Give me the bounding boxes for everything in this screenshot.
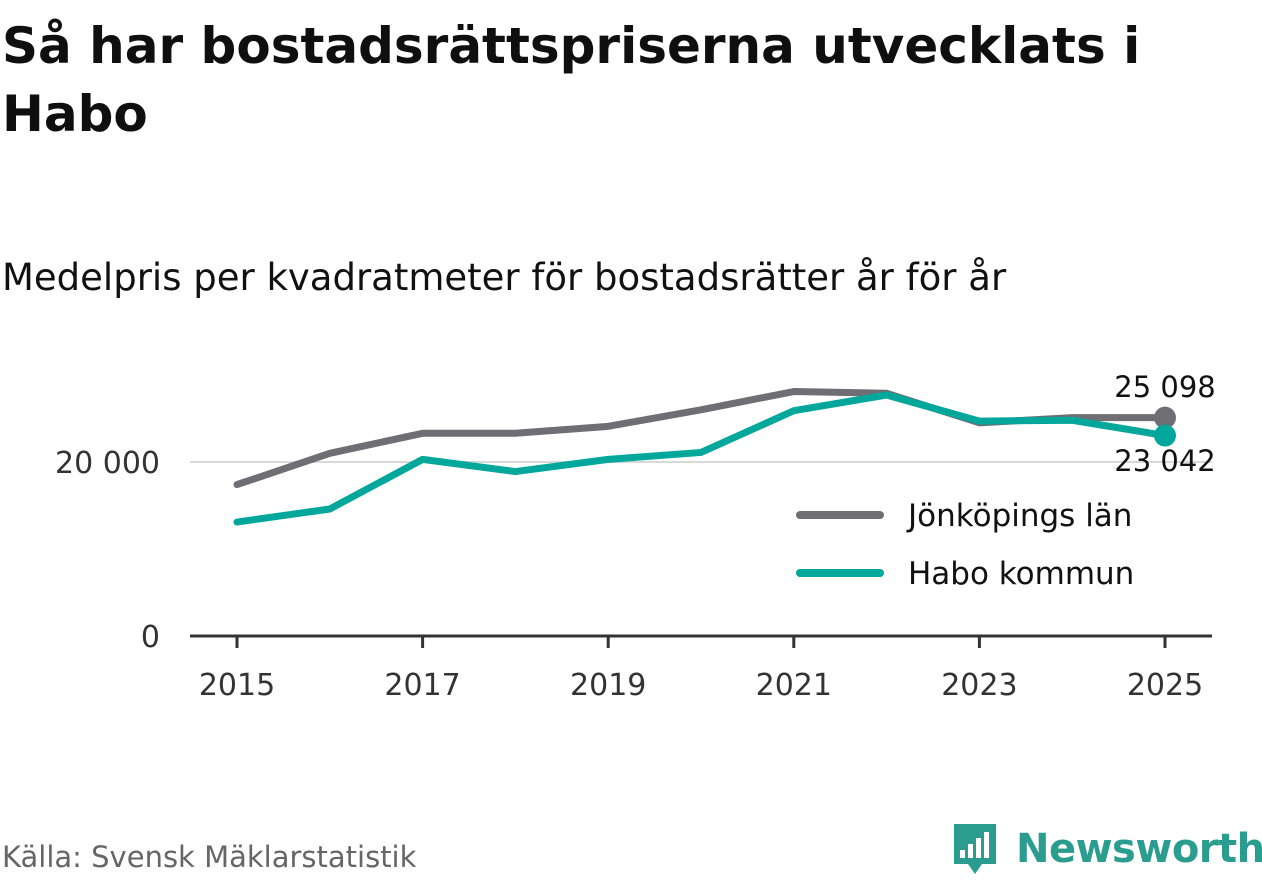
legend-label-1: Habo kommun: [908, 556, 1134, 592]
brand-logo[interactable]: Newsworthy: [950, 818, 1262, 880]
x-tick-label-2017: 2017: [384, 668, 460, 703]
series-end-point-0: [1154, 406, 1176, 429]
x-tick-label-2019: 2019: [570, 668, 646, 703]
chart-title: Så har bostadsrättspriserna utvecklats i…: [2, 17, 1141, 143]
x-tick-label-2021: 2021: [756, 668, 832, 703]
newsworthy-logo-icon: [954, 824, 996, 874]
series-line-1: [233, 391, 1169, 526]
legend-label-0: Jönköpings län: [906, 498, 1132, 534]
x-tick-label-2015: 2015: [199, 668, 275, 703]
end-label-lan: 25 098: [1114, 370, 1215, 404]
chart-subtitle: Medelpris per kvadratmeter för bostadsrä…: [2, 256, 1007, 299]
series-end-point-1: [1154, 424, 1176, 447]
x-tick-label-2023: 2023: [941, 668, 1017, 703]
series-line-0: [233, 388, 1169, 489]
y-tick-label-0: 0: [141, 620, 160, 655]
source-note: Källa: Svensk Mäklarstatistik: [2, 840, 417, 874]
brand-name: Newsworthy: [1016, 826, 1262, 872]
x-tick-label-2025: 2025: [1127, 668, 1203, 703]
y-tick-label-1: 20 000: [55, 446, 160, 481]
end-label-habo: 23 042: [1114, 444, 1215, 478]
